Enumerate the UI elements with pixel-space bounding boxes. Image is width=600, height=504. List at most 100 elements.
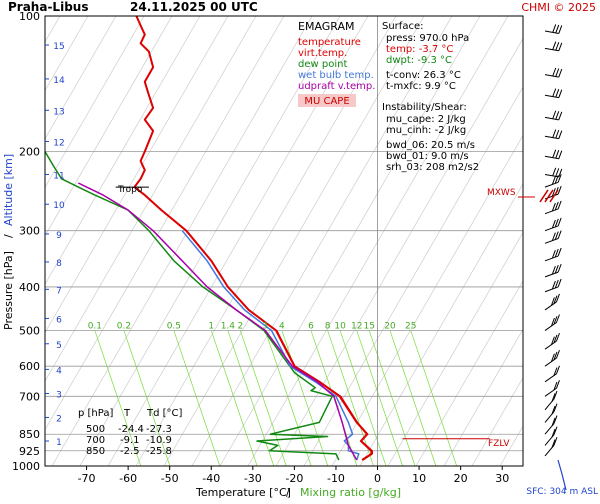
wind-barb-feather: [555, 168, 560, 177]
altitude-tick-label: 4: [56, 366, 62, 376]
wind-barb-feather: [551, 417, 556, 427]
mixing-ratio-line: [264, 330, 312, 466]
wind-barb-feather: [551, 202, 556, 212]
adiabat-line: [135, 16, 397, 466]
wind-barb-feather: [555, 380, 560, 389]
altitude-tick-label: 2: [56, 414, 62, 424]
surface-temp: temp: -3.7 °C: [386, 44, 453, 55]
adiabat-line: [45, 16, 257, 382]
wind-barb: [544, 415, 558, 435]
x-axis-title: Temperature [°C] / Mixing ratio [g/kg]: [195, 486, 401, 499]
temperature-tick-label: -20: [285, 472, 303, 485]
wind-barb-feather: [553, 403, 558, 412]
legend-wet-bulb: wet bulb temp.: [298, 70, 374, 81]
mxws-barb: [544, 189, 554, 203]
adiabat-line: [191, 16, 453, 466]
mixing-ratio-label: 1: [208, 322, 214, 332]
altitude-tick-label: 9: [56, 231, 62, 241]
pressure-tick-label: 700: [19, 390, 40, 403]
temperature-tick-label: -30: [244, 472, 262, 485]
wind-barb: [544, 293, 560, 311]
inst-mu-cinh: mu_cinh: -2 J/kg: [386, 125, 466, 136]
adiabat-line: [471, 377, 523, 466]
mixing-ratio-line: [210, 330, 258, 466]
wind-barb-feather: [558, 130, 563, 139]
wind-barb-feather: [557, 263, 562, 273]
pressure-tick-label: 400: [19, 281, 40, 294]
mixing-ratio-label: 20: [384, 322, 396, 332]
mixing-ratio-line: [94, 330, 142, 466]
tropo-label: Tropo: [117, 185, 143, 195]
adiabat-line: [107, 16, 369, 466]
legend-temperature: temperature: [298, 37, 361, 48]
temperature-tick-label: 30: [495, 472, 509, 485]
mxws-label: MXWS: [487, 188, 516, 198]
adiabat-line: [45, 16, 285, 431]
adiabat-line: [45, 16, 117, 140]
wind-barb-staff: [544, 155, 559, 160]
wind-barb-feather: [557, 278, 562, 288]
wind-barb-feather: [555, 349, 560, 359]
legend-virt-temp: virt.temp.: [298, 48, 347, 59]
adiabat-line: [51, 16, 313, 466]
wind-barb-feather: [553, 390, 558, 400]
mixing-ratio-label: 4: [279, 322, 285, 332]
adiabat-line: [79, 16, 341, 466]
wind-barb: [544, 390, 558, 411]
wind-barb-feather: [553, 351, 558, 361]
wind-barb-feather: [555, 111, 560, 120]
mu-cape-badge-bg: [298, 94, 356, 107]
temperature-tick-label: 20: [454, 472, 468, 485]
wind-barb: [544, 67, 563, 78]
y-axis-label2: Altitude [km]: [2, 154, 15, 226]
x-axis-sep: /: [286, 486, 290, 499]
table-cell: -9.1: [120, 435, 140, 446]
inst-srh-03: srh_03: 208 m2/s2: [386, 162, 479, 173]
mixing-ratio-label: 0.1: [88, 322, 102, 332]
wind-barb-feather: [554, 264, 559, 274]
wind-barb-staff: [544, 94, 559, 99]
table-cell: -27.3: [146, 424, 172, 435]
wind-barb: [544, 278, 562, 293]
altitude-tick-label: 8: [56, 259, 62, 269]
table-cell: -25.8: [146, 446, 172, 457]
wind-barb-feather: [552, 41, 557, 50]
wind-barb-feather: [555, 314, 560, 323]
wind-barb-feather: [555, 68, 560, 77]
adiabat-line: [331, 134, 523, 466]
wind-barb-feather: [550, 353, 555, 362]
instability-title: Instability/Shear:: [382, 102, 467, 113]
pressure-tick-label: 300: [19, 225, 40, 238]
mixing-ratio-line: [240, 330, 287, 466]
surface-title: Surface:: [382, 21, 423, 32]
mixing-ratio-label: 8: [325, 322, 331, 332]
wind-barb: [544, 365, 560, 383]
legend: EMAGRAM temperature virt.temp. dew point…: [298, 20, 375, 107]
adiabat-line: [443, 328, 523, 466]
wind-barb-feather: [552, 110, 557, 119]
temperature-tick-label: -10: [327, 472, 345, 485]
mixing-ratio-label: 0.5: [167, 322, 181, 332]
adiabat-line: [303, 86, 523, 466]
table-cell: -24.4: [118, 424, 144, 435]
wind-barb-feather: [551, 266, 556, 275]
mixing-ratio-label: 3: [262, 322, 268, 332]
wind-barb-feather: [557, 217, 562, 227]
pressure-tick-label: 100: [19, 10, 40, 23]
surface-tmxfc: t-mxfc: 9.9 °C: [386, 81, 456, 92]
temperature-tick-label: -70: [78, 472, 96, 485]
temperature-tick-label: -40: [202, 472, 220, 485]
wind-barb-feather: [553, 415, 558, 424]
axis-layer: 0.1 0.2 0.5 1 1.4 2 3 4 6 8 10 12 15 20 25100200300400…: [12, 10, 567, 491]
wind-barb: [544, 263, 562, 278]
wind-barb: [544, 41, 563, 52]
mixing-ratio-line: [281, 330, 329, 466]
mixing-ratio-label: 6: [308, 322, 314, 332]
wind-barb-staff: [544, 208, 559, 215]
mixing-ratio-line: [339, 330, 387, 466]
wind-barb: [544, 349, 560, 367]
wind-barb-feather: [552, 129, 557, 138]
inst-bwd-01: bwd_01: 9.0 m/s: [386, 151, 469, 162]
mixing-ratio-label: 15: [363, 322, 374, 332]
wind-barb-staff: [544, 271, 559, 278]
